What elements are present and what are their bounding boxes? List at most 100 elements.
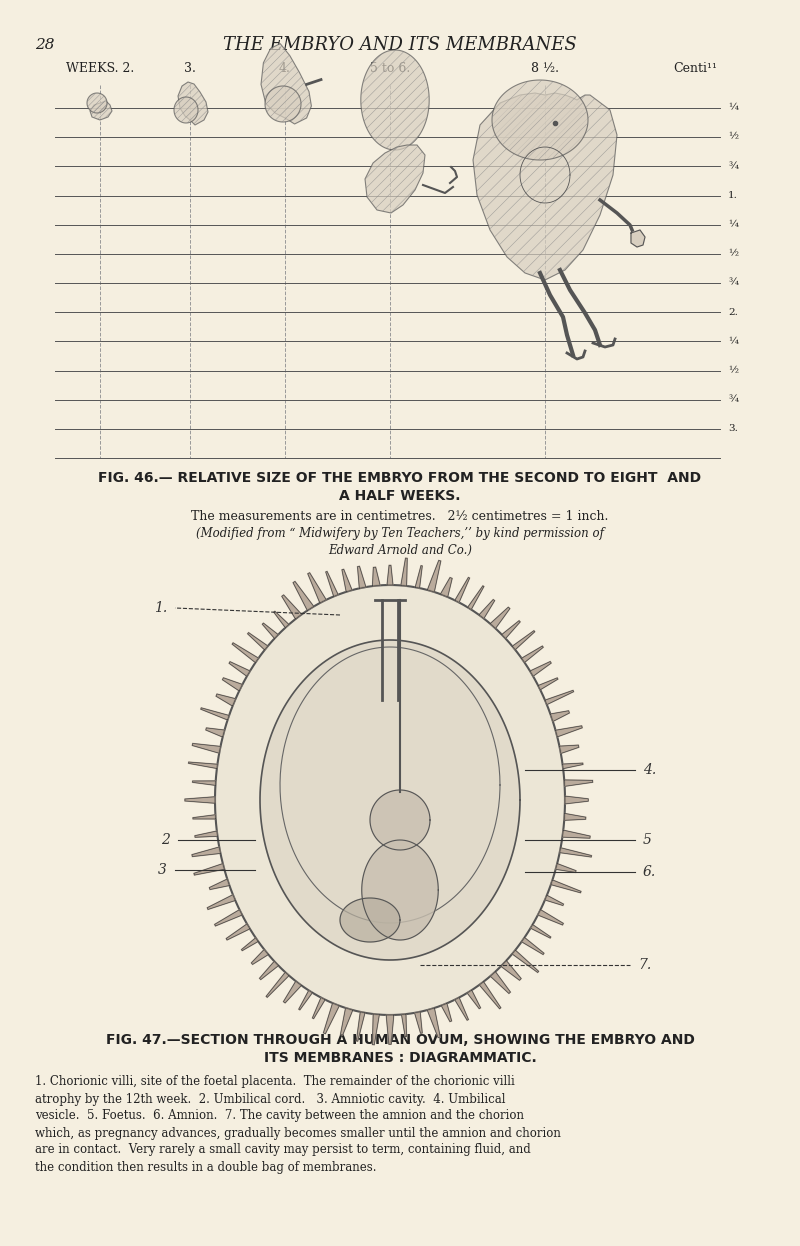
Polygon shape (206, 728, 225, 738)
Polygon shape (194, 863, 224, 875)
Text: vesicle.  5. Foetus.  6. Amnion.  7. The cavity between the amnion and the chori: vesicle. 5. Foetus. 6. Amnion. 7. The ca… (35, 1109, 524, 1123)
Polygon shape (247, 633, 268, 650)
Polygon shape (185, 796, 215, 804)
Polygon shape (373, 567, 380, 586)
Polygon shape (195, 831, 218, 837)
Polygon shape (427, 561, 441, 592)
Text: THE EMBRYO AND ITS MEMBRANES: THE EMBRYO AND ITS MEMBRANES (223, 36, 577, 54)
Polygon shape (210, 878, 230, 890)
Text: 1.: 1. (154, 601, 167, 616)
Polygon shape (201, 708, 229, 720)
Polygon shape (490, 607, 510, 628)
Polygon shape (259, 962, 278, 979)
Text: 8 ½.: 8 ½. (531, 62, 559, 75)
Polygon shape (370, 790, 430, 850)
Text: 28: 28 (35, 37, 54, 52)
Polygon shape (402, 1014, 406, 1037)
Polygon shape (538, 678, 558, 690)
Polygon shape (356, 1012, 365, 1042)
Polygon shape (550, 710, 570, 721)
Polygon shape (427, 1008, 440, 1038)
Polygon shape (283, 981, 302, 1003)
Polygon shape (326, 572, 338, 597)
Polygon shape (293, 582, 314, 611)
Text: Edward Arnold and Co.): Edward Arnold and Co.) (328, 543, 472, 557)
Polygon shape (468, 586, 484, 609)
Polygon shape (522, 645, 543, 663)
PathPatch shape (174, 97, 198, 123)
Polygon shape (530, 925, 551, 938)
Polygon shape (631, 231, 645, 247)
Polygon shape (401, 558, 407, 586)
Polygon shape (282, 594, 302, 619)
Text: which, as pregnancy advances, gradually becomes smaller until the amnion and cho: which, as pregnancy advances, gradually … (35, 1126, 561, 1140)
Text: ¼: ¼ (728, 103, 738, 112)
Polygon shape (467, 991, 481, 1009)
Polygon shape (266, 972, 289, 997)
Polygon shape (386, 1015, 394, 1044)
PathPatch shape (361, 50, 429, 150)
Polygon shape (341, 1008, 353, 1035)
Text: ½: ½ (728, 249, 738, 258)
Text: FIG. 46.— RELATIVE SIZE OF THE EMBRYO FROM THE SECOND TO EIGHT  AND: FIG. 46.— RELATIVE SIZE OF THE EMBRYO FR… (98, 471, 702, 485)
Polygon shape (387, 566, 393, 586)
PathPatch shape (473, 93, 617, 280)
Text: 6.: 6. (643, 865, 656, 878)
Polygon shape (490, 972, 510, 993)
PathPatch shape (261, 44, 311, 125)
Polygon shape (207, 895, 235, 910)
Polygon shape (362, 840, 438, 939)
Polygon shape (565, 796, 588, 804)
Polygon shape (308, 573, 326, 603)
Polygon shape (545, 895, 563, 906)
PathPatch shape (492, 80, 588, 159)
Polygon shape (415, 566, 422, 588)
Polygon shape (551, 880, 581, 893)
Polygon shape (342, 569, 352, 592)
Polygon shape (251, 949, 268, 964)
Polygon shape (192, 744, 221, 753)
Text: 3: 3 (158, 863, 167, 877)
Polygon shape (358, 566, 366, 588)
Polygon shape (564, 780, 593, 786)
Polygon shape (242, 938, 258, 951)
Polygon shape (226, 925, 250, 939)
Text: 3.: 3. (184, 62, 196, 75)
Polygon shape (562, 830, 590, 839)
PathPatch shape (87, 93, 107, 113)
Polygon shape (522, 937, 544, 954)
Text: are in contact.  Very rarely a small cavity may persist to term, containing flui: are in contact. Very rarely a small cavi… (35, 1144, 530, 1156)
Polygon shape (260, 640, 520, 959)
Polygon shape (414, 1012, 422, 1033)
Polygon shape (562, 763, 583, 769)
PathPatch shape (365, 145, 425, 213)
Text: 5 to 6.: 5 to 6. (370, 62, 410, 75)
PathPatch shape (90, 101, 112, 120)
Text: 7.: 7. (638, 958, 651, 972)
Text: 4.: 4. (643, 763, 656, 778)
Text: 2: 2 (161, 834, 170, 847)
Polygon shape (262, 623, 278, 638)
Polygon shape (222, 678, 242, 690)
Text: ½: ½ (728, 366, 738, 375)
Polygon shape (455, 577, 470, 602)
Text: ¾: ¾ (728, 162, 738, 171)
Polygon shape (232, 643, 258, 663)
Text: 4.: 4. (279, 62, 291, 75)
Text: ¼: ¼ (728, 336, 738, 346)
Polygon shape (545, 690, 574, 705)
Text: ITS MEMBRANES : DIAGRAMMATIC.: ITS MEMBRANES : DIAGRAMMATIC. (264, 1050, 536, 1065)
Polygon shape (564, 814, 586, 820)
Polygon shape (323, 1003, 339, 1034)
Text: WEEKS. 2.: WEEKS. 2. (66, 62, 134, 75)
Polygon shape (479, 982, 501, 1009)
Polygon shape (298, 991, 312, 1009)
Text: The measurements are in centimetres.   2½ centimetres = 1 inch.: The measurements are in centimetres. 2½ … (191, 510, 609, 522)
PathPatch shape (265, 86, 301, 122)
Text: atrophy by the 12th week.  2. Umbilical cord.   3. Amniotic cavity.  4. Umbilica: atrophy by the 12th week. 2. Umbilical c… (35, 1093, 506, 1105)
Text: (Modified from “ Midwifery by Ten Teachers,’’ by kind permission of: (Modified from “ Midwifery by Ten Teache… (196, 527, 604, 541)
Polygon shape (501, 961, 521, 981)
Text: 1. Chorionic villi, site of the foetal placenta.  The remainder of the chorionic: 1. Chorionic villi, site of the foetal p… (35, 1075, 514, 1089)
Text: 5: 5 (643, 834, 652, 847)
Polygon shape (556, 863, 576, 872)
